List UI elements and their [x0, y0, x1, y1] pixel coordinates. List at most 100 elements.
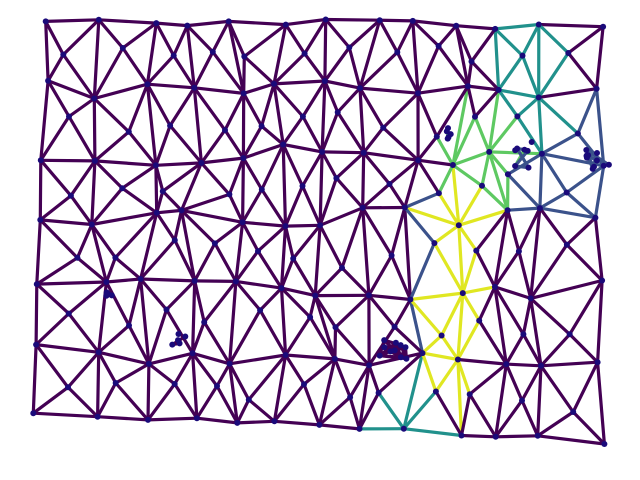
- mesh-edge: [69, 194, 94, 227]
- mesh-node: [476, 317, 483, 324]
- mesh-edge: [357, 363, 371, 431]
- mesh-edge: [66, 350, 101, 389]
- mesh-edge: [358, 86, 385, 130]
- mesh-node: [433, 133, 440, 140]
- mesh-edge: [395, 19, 415, 54]
- mesh-edge: [195, 384, 219, 420]
- mesh-edge: [340, 206, 365, 270]
- mesh-edge: [308, 315, 337, 361]
- mesh-edge: [340, 266, 371, 297]
- mesh-edge: [493, 27, 501, 92]
- mesh-node: [534, 432, 541, 439]
- mesh-edge: [97, 323, 131, 354]
- mesh-edge: [317, 395, 352, 427]
- mesh-node: [125, 128, 132, 135]
- mesh-edge: [595, 360, 607, 446]
- mesh-edge: [303, 51, 327, 83]
- mesh-node: [397, 342, 404, 349]
- mesh-edge: [199, 128, 227, 165]
- mesh-edge: [34, 312, 71, 347]
- mesh-edge: [466, 84, 501, 92]
- mesh-edge: [493, 285, 526, 336]
- mesh-edge: [193, 279, 206, 324]
- mesh-edge: [173, 382, 199, 420]
- mesh-node: [334, 109, 341, 116]
- mesh-node: [280, 141, 287, 148]
- mesh-edge: [477, 319, 508, 366]
- mesh-edge: [493, 285, 508, 366]
- mesh-edge: [301, 79, 327, 119]
- mesh-edge: [235, 398, 251, 425]
- mesh-edge: [497, 88, 541, 100]
- mesh-edge: [393, 325, 425, 355]
- mesh-edge: [61, 18, 101, 57]
- mesh-node: [170, 52, 177, 59]
- mesh-node: [74, 254, 81, 261]
- mesh-node: [103, 291, 110, 298]
- mesh-edge: [536, 410, 575, 438]
- mesh-edge: [272, 23, 288, 86]
- mesh-node: [182, 333, 189, 340]
- mesh-node: [535, 94, 542, 101]
- mesh-edge: [34, 282, 39, 347]
- mesh-edge: [279, 286, 317, 298]
- mesh-edge: [191, 351, 219, 388]
- mesh-edge: [67, 114, 97, 163]
- mesh-edge: [247, 353, 288, 402]
- mesh-edge: [127, 130, 158, 167]
- mesh-edge: [358, 86, 420, 95]
- mesh-edge: [120, 186, 159, 215]
- mesh-edge: [242, 54, 276, 86]
- mesh-edge: [333, 325, 338, 361]
- mesh-edge: [31, 343, 38, 415]
- mesh-edge: [121, 21, 158, 50]
- mesh-edge: [377, 351, 425, 395]
- mesh-node: [316, 421, 323, 428]
- mesh-edge: [279, 256, 295, 290]
- mesh-edge: [461, 285, 497, 295]
- mesh-edge: [155, 189, 165, 215]
- mesh-edge: [517, 249, 533, 300]
- mesh-edge: [537, 51, 570, 100]
- mesh-edge: [454, 24, 497, 31]
- mesh-edge: [46, 79, 71, 119]
- mesh-node: [332, 324, 339, 331]
- mesh-edge: [281, 142, 305, 188]
- mesh-edge: [258, 286, 284, 312]
- mesh-edge: [258, 308, 288, 357]
- mesh-edge: [281, 142, 288, 228]
- mesh-edge: [538, 190, 569, 210]
- mesh-node: [593, 85, 600, 92]
- mesh-edge: [437, 163, 455, 195]
- mesh-edge: [281, 142, 324, 154]
- mesh-node: [492, 433, 499, 440]
- mesh-edge: [300, 150, 324, 188]
- mesh-node: [95, 16, 102, 23]
- mesh-edge: [283, 184, 305, 228]
- mesh-edge: [272, 79, 327, 86]
- mesh-edge: [515, 114, 544, 156]
- mesh-node: [601, 441, 608, 447]
- mesh-edge: [272, 82, 305, 119]
- mesh-node: [380, 124, 387, 131]
- mesh-edge: [320, 150, 366, 155]
- mesh-edge: [538, 152, 544, 210]
- mesh-node: [387, 348, 394, 355]
- mesh-edge: [283, 223, 322, 228]
- mesh-node: [193, 415, 200, 422]
- mesh-node: [175, 337, 181, 344]
- mesh-node: [465, 83, 471, 90]
- mesh-edge: [540, 152, 569, 195]
- mesh-node: [566, 331, 573, 338]
- mesh-node: [459, 290, 466, 297]
- mesh-edge: [172, 24, 189, 58]
- mesh-edge: [323, 45, 351, 83]
- mesh-node: [504, 171, 511, 178]
- mesh-edge: [529, 278, 604, 300]
- mesh-node: [438, 332, 445, 339]
- mesh-node: [381, 344, 388, 351]
- mesh-edge: [67, 312, 101, 354]
- mesh-edge: [272, 82, 285, 147]
- mesh-edge: [540, 131, 580, 156]
